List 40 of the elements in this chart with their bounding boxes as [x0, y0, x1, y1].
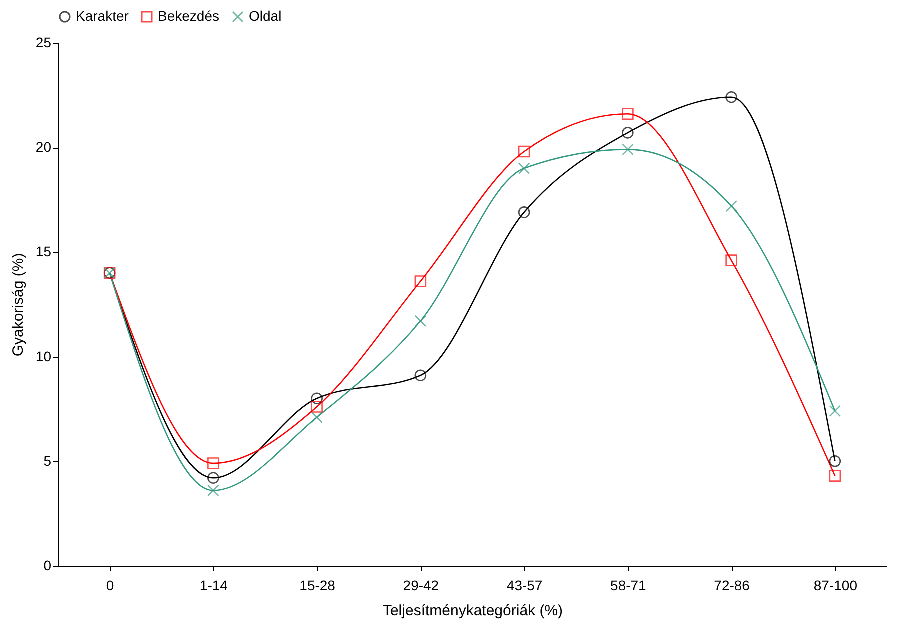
y-tick-label: 20: [36, 139, 52, 156]
point: [311, 392, 323, 405]
point: [622, 108, 634, 120]
legend-label: Oldal: [249, 8, 282, 24]
x-tick-label: 15-28: [300, 578, 336, 594]
point: [829, 405, 842, 418]
x-axis-title: Teljesítménykategóriák (%): [382, 602, 564, 620]
y-tick-label: 15: [36, 244, 52, 260]
legend-label: Bekezdés: [158, 8, 220, 24]
x-tick-label: 72-86: [714, 578, 750, 594]
point: [311, 412, 323, 424]
y-tick-label: 0: [44, 558, 52, 574]
point: [622, 127, 634, 139]
y-tick-label: 5: [44, 452, 52, 469]
point: [622, 144, 634, 156]
point: [208, 484, 220, 497]
point: [518, 206, 530, 218]
x-tick-label: 58-71: [610, 578, 647, 594]
point: [726, 92, 738, 104]
point: [829, 470, 842, 482]
x-tick-label: 87-100: [814, 578, 858, 594]
y-tick-label: 10: [36, 348, 52, 364]
point: [208, 458, 220, 470]
point: [518, 162, 530, 174]
x-tick-label: 0: [106, 578, 114, 594]
point: [726, 200, 738, 212]
point: [829, 456, 842, 468]
y-axis-title: Gyakoriság (%): [10, 253, 27, 357]
point: [414, 315, 427, 328]
point: [726, 254, 738, 266]
legend-label: Karakter: [76, 8, 130, 24]
point: [518, 146, 530, 158]
point: [208, 472, 220, 484]
point: [414, 370, 427, 382]
point: [311, 401, 323, 413]
x-tick-label: 43-57: [506, 578, 543, 594]
x-tick-label: 1-14: [200, 578, 228, 594]
x-tick-label: 29-42: [403, 578, 440, 594]
point: [414, 276, 427, 288]
y-tick-label: 25: [36, 34, 52, 50]
